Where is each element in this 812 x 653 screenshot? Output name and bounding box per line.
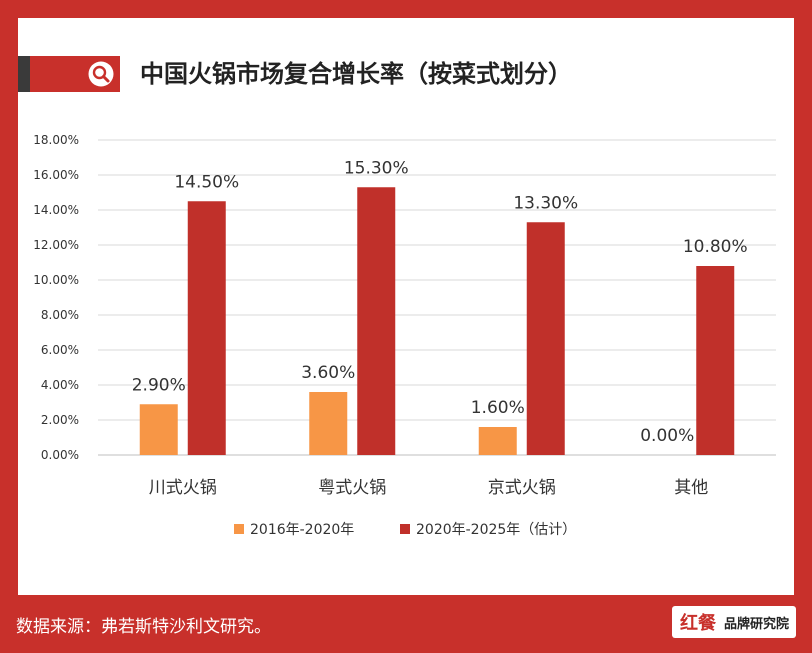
y-tick-label: 10.00%: [33, 273, 79, 287]
data-label: 14.50%: [174, 172, 239, 192]
bar: [309, 392, 348, 455]
legend-swatch: [400, 524, 410, 534]
brand-logo: 红餐: [680, 613, 716, 634]
data-label: 13.30%: [513, 193, 578, 213]
y-tick-label: 2.00%: [41, 413, 79, 427]
bar: [526, 222, 565, 455]
legend-label: 2016年-2020年: [250, 522, 354, 538]
data-label: 1.60%: [471, 398, 525, 418]
y-tick-label: 6.00%: [41, 343, 79, 357]
x-tick-label: 粤式火锅: [318, 478, 386, 498]
search-icon: [88, 61, 114, 87]
data-label: 3.60%: [301, 363, 355, 383]
legend-label: 2020年-2025年（估计）: [416, 522, 576, 538]
y-tick-label: 0.00%: [41, 448, 79, 462]
bars: [139, 187, 735, 455]
bar: [187, 201, 226, 455]
y-tick-label: 8.00%: [41, 308, 79, 322]
title-bar: [18, 56, 120, 92]
x-axis-labels: 川式火锅 粤式火锅 京式火锅 其他: [149, 478, 709, 498]
bar: [357, 187, 396, 455]
bar-chart: 0.00% 2.00% 4.00% 6.00% 8.00% 10.00% 12.00% 14.…: [33, 133, 776, 538]
bar: [139, 404, 178, 455]
data-label: 0.00%: [640, 426, 694, 446]
y-tick-label: 18.00%: [33, 133, 79, 147]
legend: 2016年-2020年 2020年-2025年（估计）: [234, 522, 576, 538]
y-tick-label: 16.00%: [33, 168, 79, 182]
x-tick-label: 川式火锅: [149, 478, 217, 498]
data-label: 15.30%: [344, 158, 409, 178]
chart-frame: 中国火锅市场复合增长率（按菜式划分） 0.00% 2.00% 4.00% 6.00% 8…: [18, 18, 794, 595]
source-note: 数据来源：弗若斯特沙利文研究。: [16, 617, 271, 637]
data-label: 10.80%: [683, 237, 748, 257]
x-tick-label: 京式火锅: [488, 478, 556, 498]
data-label: 2.90%: [132, 375, 186, 395]
y-axis-labels: 0.00% 2.00% 4.00% 6.00% 8.00% 10.00% 12.00% 14.…: [33, 133, 79, 462]
y-tick-label: 4.00%: [41, 378, 79, 392]
y-tick-label: 12.00%: [33, 238, 79, 252]
brand-badge: 红餐 品牌研究院: [672, 606, 796, 638]
brand-name: 品牌研究院: [724, 617, 790, 632]
bar: [478, 427, 517, 455]
page-title: 中国火锅市场复合增长率（按菜式划分）: [140, 60, 572, 88]
bar: [696, 266, 735, 455]
data-labels: 2.90% 14.50% 3.60% 15.30% 1.60% 13.30% 0.00% 10…: [132, 158, 748, 446]
y-tick-label: 14.00%: [33, 203, 79, 217]
title-bar-stub: [18, 56, 30, 92]
legend-swatch: [234, 524, 244, 534]
x-tick-label: 其他: [674, 478, 708, 498]
